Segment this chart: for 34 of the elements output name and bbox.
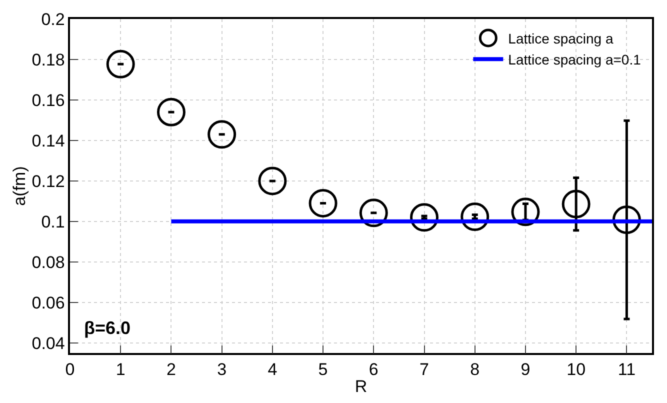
legend-label: Lattice spacing a [508,30,614,46]
y-tick-label: 0.08 [32,252,65,272]
y-tick-label: 0.2 [41,10,65,29]
legend-label: Lattice spacing a=0.1 [508,52,642,68]
x-tick-label: 4 [268,360,278,380]
y-tick-label: 0.04 [32,334,65,353]
annotation: β=6.0 [84,318,131,338]
point [460,202,490,232]
y-tick-label: 0.1 [41,212,65,232]
point [308,188,338,218]
x-tick-label: 2 [166,360,176,380]
x-tick-label: 9 [520,360,530,380]
x-tick-label: 5 [318,360,328,380]
y-tick-label: 0.16 [32,90,65,110]
point [156,98,186,126]
y-tick-label: 0.12 [32,172,65,191]
x-tick-label: 1 [116,360,126,380]
x-tick-label: 8 [470,360,480,380]
point [208,120,236,149]
x-tick-label: 0 [65,360,75,380]
y-tick-label: 0.06 [32,293,65,312]
x-tick-label: 7 [420,360,429,380]
x-tick-label: 3 [217,360,227,380]
x-tick-label: 6 [368,360,378,380]
point [562,190,590,218]
y-tick-label: 0.14 [32,131,65,150]
point [106,50,135,78]
point [410,203,439,232]
x-tick-label: 10 [566,360,586,380]
point [258,166,287,196]
y-tick-label: 0.18 [32,50,65,70]
x-axis-title: R [354,377,368,396]
y-axis-title: a(fm) [10,166,29,206]
x-tick-label: 11 [618,360,636,380]
